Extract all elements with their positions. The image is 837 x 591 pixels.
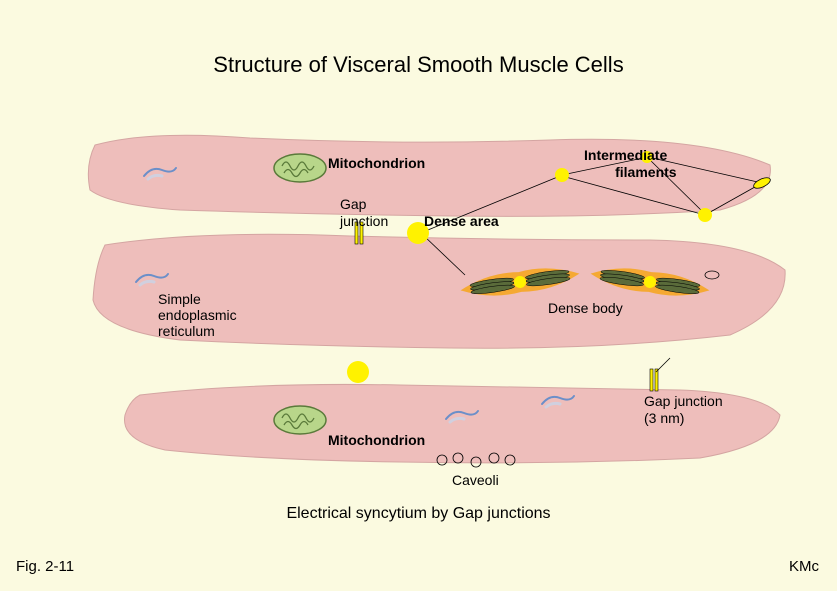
label-caveoli: Caveoli bbox=[452, 472, 499, 489]
label-ser-3: reticulum bbox=[158, 323, 215, 340]
label-dense-body: Dense body bbox=[548, 300, 623, 317]
figure-number: Fig. 2-11 bbox=[16, 558, 74, 575]
label-gap-junction: Gap junction bbox=[340, 196, 388, 230]
author-initials: KMc bbox=[789, 558, 819, 575]
label-ser-1: Simple bbox=[158, 291, 201, 308]
label-ser-2: endoplasmic bbox=[158, 307, 237, 324]
label-gap-junction-2: Gap junction (3 nm) bbox=[644, 393, 723, 427]
label-mitochondrion-1: Mitochondrion bbox=[328, 155, 425, 172]
label-mitochondrion-2: Mitochondrion bbox=[328, 432, 425, 449]
diagram-svg bbox=[0, 0, 837, 591]
diagram-title: Structure of Visceral Smooth Muscle Cell… bbox=[0, 52, 837, 78]
label-intermediate-filaments: Intermediate filaments bbox=[584, 147, 677, 181]
label-dense-area: Dense area bbox=[424, 213, 499, 230]
diagram-subtitle: Electrical syncytium by Gap junctions bbox=[0, 505, 837, 523]
